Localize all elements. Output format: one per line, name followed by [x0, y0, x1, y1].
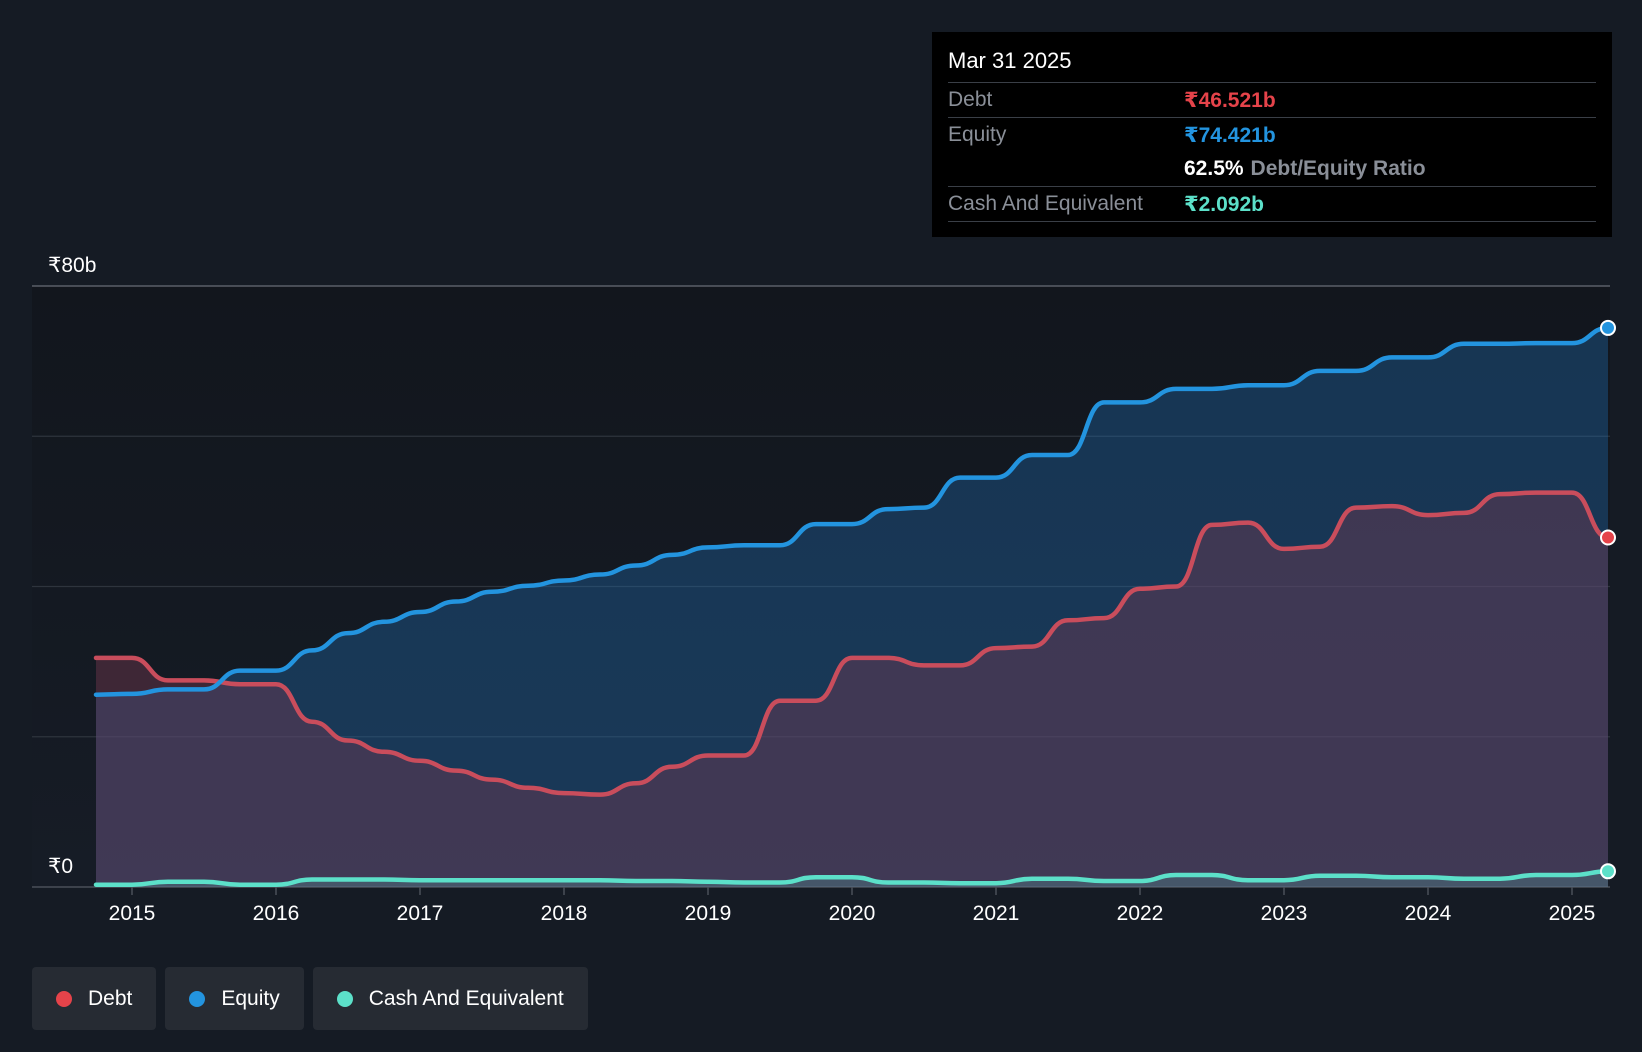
x-tick-label: 2018: [541, 902, 588, 925]
equity-end-marker: [1600, 319, 1616, 336]
tooltip-cash-row: Cash And Equivalent ₹2.092b: [948, 186, 1596, 222]
end-markers: [1600, 319, 1616, 880]
x-tick-label: 2016: [253, 902, 300, 925]
series-areas: [96, 327, 1608, 887]
x-tick-label: 2021: [973, 902, 1020, 925]
legend-label-debt: Debt: [88, 986, 133, 1010]
equity-line: [93, 325, 1611, 697]
x-tick-label: 2022: [1117, 902, 1164, 925]
tooltip-equity-label: Equity: [948, 123, 1007, 146]
y-axis-ticks: ₹0 ₹80b: [48, 254, 96, 878]
x-axis-ticks: 2015 2016 2017 2018 2019 2020 2021 2022 2023 2024…: [109, 887, 1596, 925]
legend-item-cash[interactable]: Cash And Equivalent: [312, 967, 588, 1030]
legend-label-cash: Cash And Equivalent: [368, 986, 564, 1010]
legend-label-equity: Equity: [221, 986, 280, 1010]
y-tick-label: ₹80b: [48, 254, 96, 277]
tooltip-ratio-row: 62.5% Debt/Equity Ratio: [948, 152, 1596, 186]
tooltip-cash-value: ₹2.092b: [1184, 192, 1264, 216]
tooltip-ratio-value: 62.5%: [1184, 157, 1244, 180]
x-tick-label: 2019: [685, 902, 732, 925]
tooltip-debt-value: ₹46.521b: [1184, 88, 1276, 112]
x-tick-label: 2023: [1261, 902, 1308, 925]
x-tick-label: 2025: [1549, 902, 1596, 925]
legend-item-debt[interactable]: Debt: [32, 967, 157, 1030]
equity-area: [96, 327, 1608, 887]
x-tick-label: 2015: [109, 902, 156, 925]
cash-end-marker: [1600, 863, 1616, 880]
tooltip-panel: Mar 31 2025 Debt ₹46.521b Equity ₹74.421…: [932, 32, 1612, 237]
legend-dot-icon: [336, 990, 353, 1007]
tooltip-date: Mar 31 2025: [948, 48, 1072, 73]
debt-end-marker: [1600, 529, 1616, 546]
x-tick-label: 2024: [1405, 902, 1452, 925]
legend-item-equity[interactable]: Equity: [165, 967, 304, 1030]
tooltip-ratio-label: Debt/Equity Ratio: [1250, 157, 1426, 180]
tooltip-cash-label: Cash And Equivalent: [948, 192, 1143, 215]
cash-line: [93, 869, 1611, 887]
x-tick-label: 2017: [397, 902, 444, 925]
tooltip-debt-label: Debt: [948, 88, 993, 111]
legend: Debt Equity Cash And Equivalent: [32, 967, 588, 1030]
legend-dot-icon: [56, 990, 72, 1007]
tooltip-equity-row: Equity ₹74.421b: [948, 117, 1596, 152]
y-tick-label: ₹0: [48, 855, 73, 878]
legend-dot-icon: [189, 990, 206, 1007]
tooltip-equity-value: ₹74.421b: [1184, 123, 1276, 147]
debt-line: [93, 490, 1611, 797]
tooltip-debt-row: Debt ₹46.521b: [948, 82, 1596, 117]
grid-lines: [32, 285, 1610, 888]
series-lines: [93, 325, 1611, 887]
x-tick-label: 2020: [829, 902, 876, 925]
debt-area: [96, 492, 1608, 887]
